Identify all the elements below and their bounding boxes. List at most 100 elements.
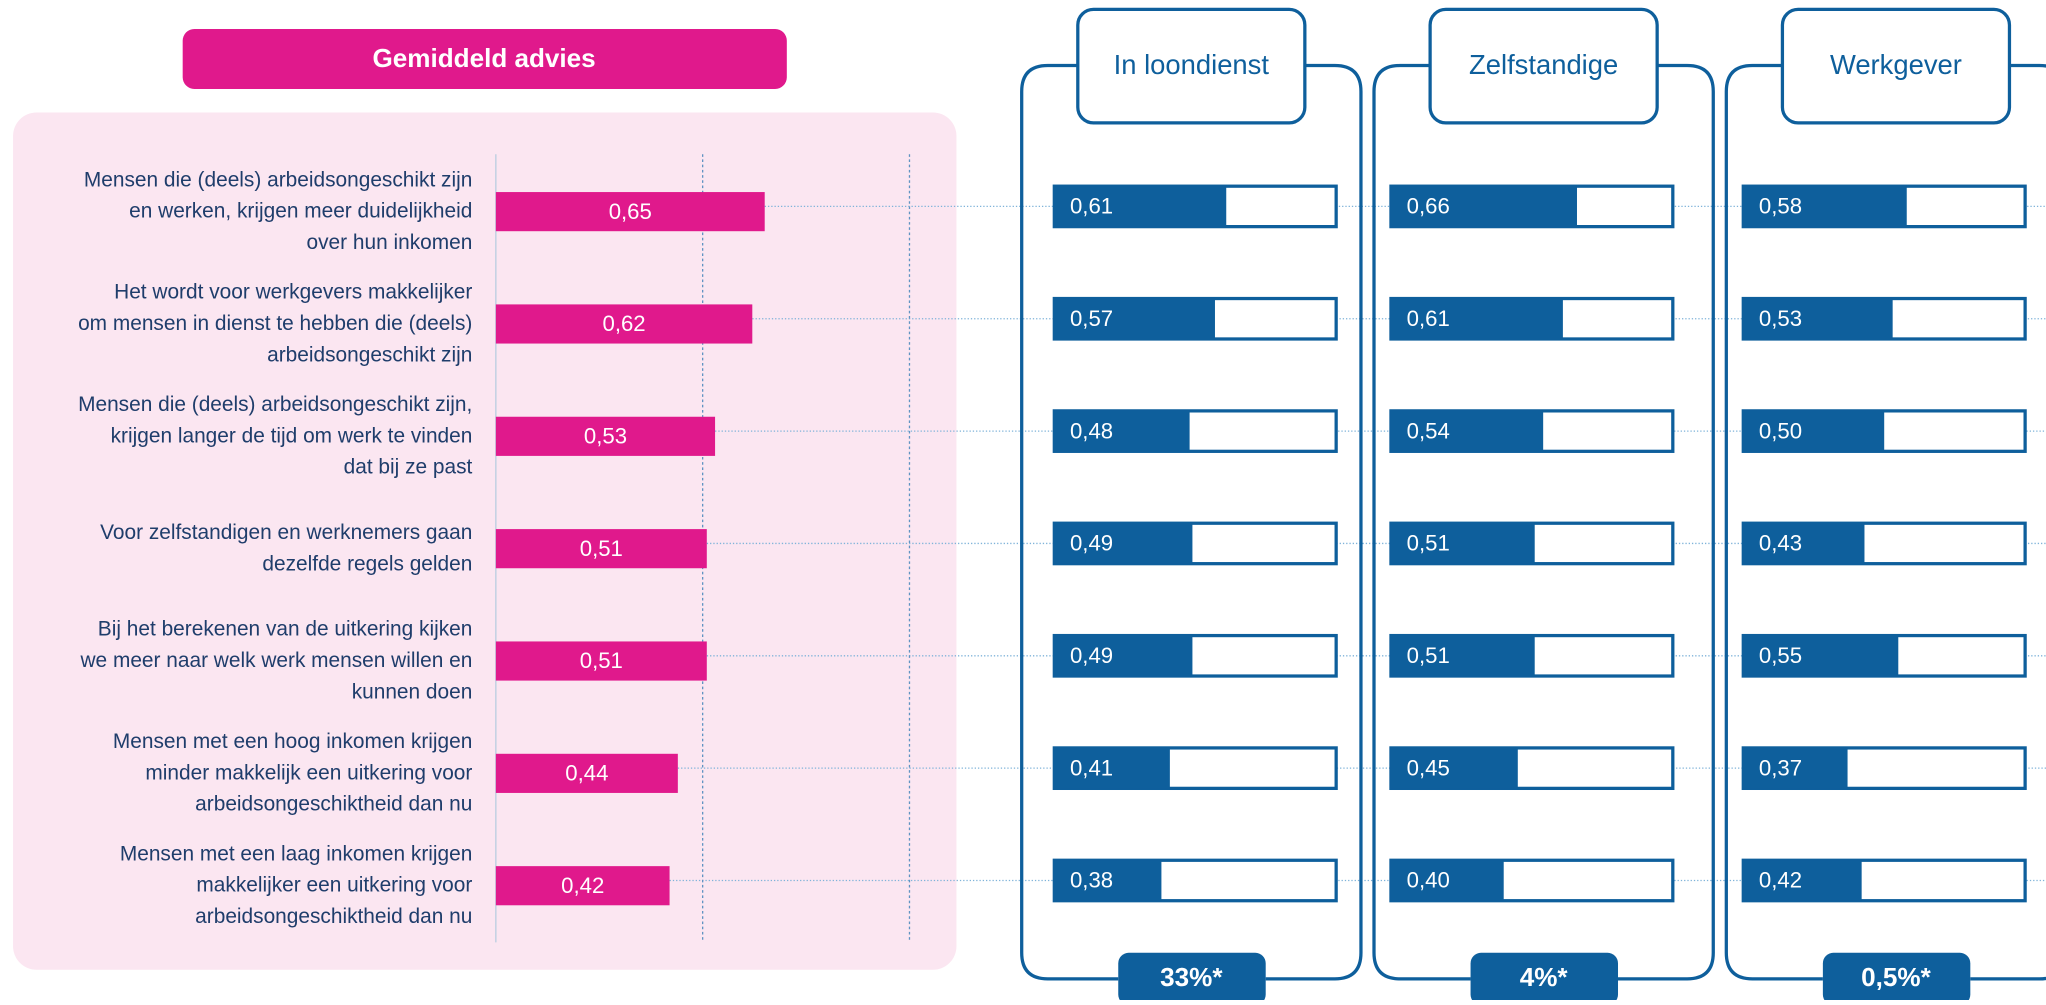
value-label: 0,65 [609, 199, 652, 224]
panel-frame [1372, 63, 1715, 981]
bar [495, 192, 765, 232]
value-label: 0,49 [1070, 643, 1113, 668]
value-label: 0,37 [1759, 755, 1802, 780]
value-label: 0,38 [1070, 868, 1113, 893]
share-tab [1470, 952, 1619, 1005]
legend-label: Zelfstandige [1469, 49, 1618, 80]
bar [1054, 523, 1193, 564]
category-label: Het wordt voor werkgevers makkelijker om … [78, 280, 472, 366]
bar [1743, 860, 1862, 901]
bar [1054, 635, 1193, 677]
bar [1054, 410, 1190, 452]
panel-frame [1724, 63, 2046, 981]
category-label: Mensen die (deels) arbeidsongeschikt zij… [84, 168, 472, 254]
value-label: 0,66 [1407, 194, 1450, 219]
category-line: en werken, krijgen meer duidelijkheid [129, 199, 472, 222]
category-line: we meer naar welk werk mensen willen en [79, 649, 472, 672]
value-label: 0,51 [1407, 531, 1450, 556]
value-label: 0,62 [602, 311, 645, 336]
share-label: 0,5%* [1861, 962, 1931, 992]
category-line: dezelfde regels gelden [262, 552, 472, 575]
bar [495, 641, 707, 681]
category-line: Mensen die (deels) arbeidsongeschikt zij… [84, 168, 472, 191]
value-label: 0,51 [580, 648, 623, 673]
bar [1390, 410, 1544, 452]
value-label: 0,51 [1407, 643, 1450, 668]
legend-label: Werkgever [1830, 49, 1962, 80]
panel-tab [1428, 7, 1659, 125]
bar [1390, 860, 1504, 901]
legend-label: In loondienst [1114, 49, 1270, 80]
category-line: om mensen in dienst te hebben die (deels… [78, 311, 472, 334]
share-label: 33%* [1160, 962, 1223, 992]
share-label: 4%* [1520, 962, 1569, 992]
bar [495, 866, 670, 906]
category-line: Mensen die (deels) arbeidsongeschikt zij… [78, 393, 472, 416]
bar [1054, 747, 1170, 789]
bar [495, 529, 707, 569]
bar [1390, 635, 1535, 677]
panel-tab [1780, 7, 2012, 125]
category-line: Het wordt voor werkgevers makkelijker [114, 280, 472, 303]
bar [495, 304, 753, 344]
share-tab [1118, 952, 1266, 1005]
category-label: Voor zelfstandigen en werknemers gaan dez… [100, 521, 472, 575]
category-line: Mensen met een hoog inkomen krijgen [113, 730, 472, 753]
value-label: 0,42 [561, 873, 604, 898]
value-label: 0,57 [1070, 306, 1113, 331]
bar [1054, 860, 1162, 901]
bar [1743, 298, 1893, 339]
category-label: Mensen die (deels) arbeidsongeschikt zij… [78, 393, 472, 479]
value-label: 0,42 [1759, 868, 1802, 893]
category-line: over hun inkomen [307, 230, 473, 253]
value-label: 0,43 [1759, 531, 1802, 556]
category-line: arbeidsongeschiktheid dan nu [195, 905, 472, 928]
value-label: 0,58 [1759, 194, 1802, 219]
value-label: 0,51 [580, 536, 623, 561]
value-label: 0,50 [1759, 418, 1802, 443]
bar [495, 416, 716, 456]
bar [495, 753, 678, 793]
category-label: Mensen met een hoog inkomen krijgen minde… [113, 730, 473, 816]
title-pill [182, 28, 787, 89]
bar [1743, 186, 1907, 227]
category-label: Mensen met een laag inkomen krijgen makke… [120, 842, 473, 928]
bar [1054, 298, 1215, 339]
bar [1390, 523, 1535, 564]
bar [1743, 747, 1848, 789]
category-line: makkelijker een uitkering voor [196, 873, 472, 896]
value-label: 0,53 [584, 423, 627, 448]
category-line: Voor zelfstandigen en werknemers gaan [100, 521, 472, 544]
bar [1390, 186, 1577, 227]
value-label: 0,53 [1759, 306, 1802, 331]
bar [1743, 523, 1865, 564]
category-line: Bij het berekenen van de uitkering kijke… [98, 617, 473, 640]
category-line: Mensen met een laag inkomen krijgen [120, 842, 473, 865]
value-label: 0,40 [1407, 868, 1450, 893]
category-line: arbeidsongeschiktheid dan nu [195, 792, 472, 815]
category-line: krijgen langer de tijd om werk te vinden [111, 424, 473, 447]
panel-tab [1076, 7, 1307, 125]
bar [1743, 410, 1885, 452]
value-label: 0,61 [1070, 194, 1113, 219]
bar [1390, 747, 1518, 789]
bar [1743, 635, 1899, 677]
category-line: minder makkelijk een uitkering voor [145, 761, 472, 784]
panel-frame [1020, 63, 1363, 981]
value-label: 0,45 [1407, 755, 1450, 780]
value-label: 0,49 [1070, 531, 1113, 556]
category-line: dat bij ze past [344, 455, 473, 478]
bar [1054, 186, 1227, 227]
value-label: 0,48 [1070, 418, 1113, 443]
value-label: 0,61 [1407, 306, 1450, 331]
chart-title: Gemiddeld advies [372, 43, 595, 73]
value-label: 0,44 [565, 761, 608, 786]
category-line: arbeidsongeschikt zijn [267, 343, 472, 366]
value-label: 0,54 [1407, 418, 1450, 443]
category-line: kunnen doen [352, 680, 473, 703]
value-label: 0,41 [1070, 755, 1113, 780]
category-label: Bij het berekenen van de uitkering kijke… [79, 617, 472, 703]
share-tab [1822, 952, 1971, 1005]
bar [1390, 298, 1563, 339]
